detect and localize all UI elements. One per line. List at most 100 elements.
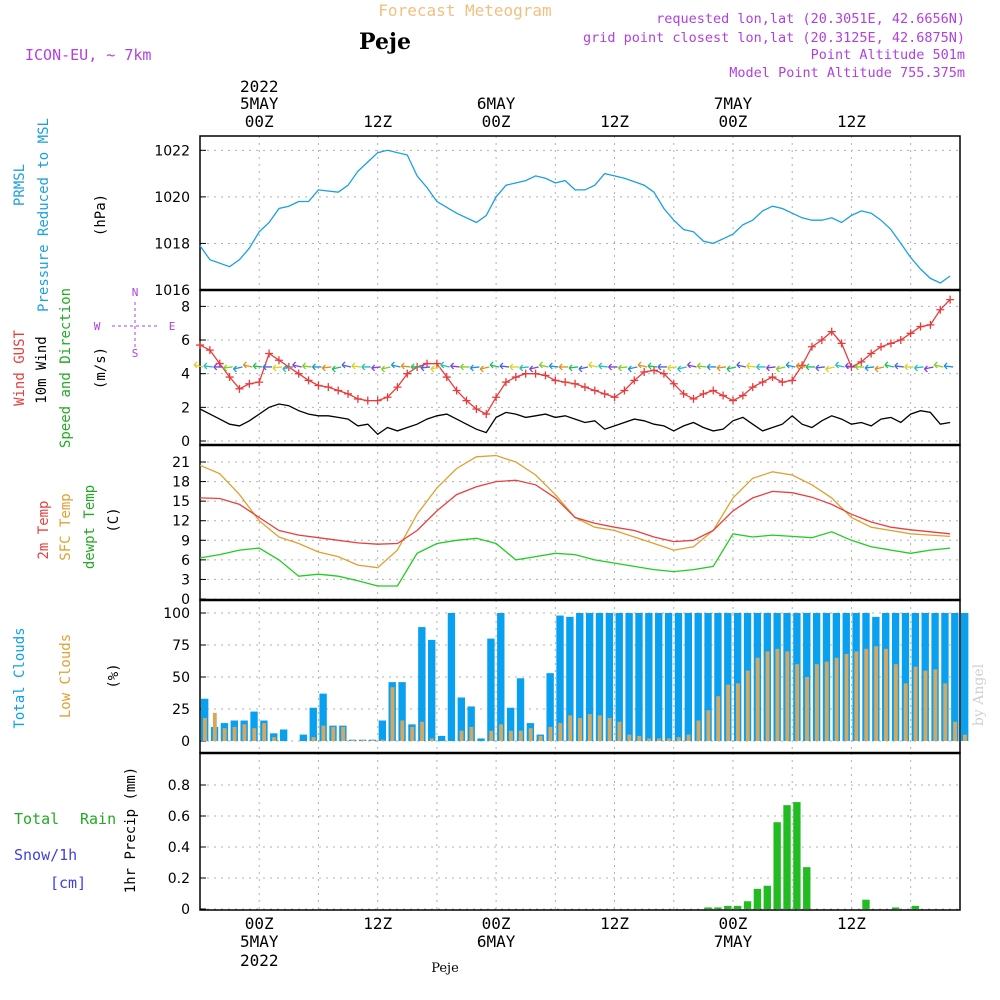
- gust-marker: [245, 379, 254, 388]
- rain-bar: [724, 905, 732, 909]
- wind-arrow: [282, 365, 292, 373]
- wind-arrow: [519, 364, 529, 372]
- top-day-label: 5MAY: [240, 94, 279, 113]
- low-cloud-bar: [755, 657, 760, 741]
- gust-marker: [541, 371, 550, 380]
- low-cloud-bar: [499, 724, 503, 741]
- total-cloud-bar: [615, 613, 623, 741]
- wind-arrow: [726, 365, 737, 373]
- requested-coords: requested lon,lat (20.3051E, 42.6656N): [656, 11, 965, 27]
- low-cloud-bar: [775, 648, 780, 741]
- rain-bar: [714, 907, 722, 909]
- top-time-label: 00Z: [719, 112, 748, 131]
- gust-marker: [580, 383, 589, 392]
- y-tick-label: 18: [172, 475, 190, 491]
- panel-frame: [199, 135, 961, 291]
- gust-marker: [699, 389, 708, 398]
- low-cloud-bar: [795, 664, 800, 741]
- total-cloud-bar: [556, 615, 564, 741]
- wind-arrow: [548, 362, 559, 370]
- compass-w: W: [94, 320, 101, 333]
- total-cloud-bar: [585, 613, 594, 741]
- rain-bar: [743, 901, 752, 909]
- y-tick-label: 9: [181, 533, 190, 549]
- wind-arrow: [430, 365, 441, 373]
- gust-marker: [403, 369, 412, 378]
- low-cloud-bar: [341, 726, 346, 741]
- low-cloud-bar: [666, 738, 671, 741]
- gust-marker: [314, 381, 323, 390]
- wind-arrow: [578, 365, 589, 373]
- y-tick-label: 50: [172, 670, 190, 686]
- total-cloud-bar: [605, 613, 614, 741]
- rain-bar: [753, 888, 762, 909]
- point-altitude: Point Altitude 501m: [811, 47, 965, 63]
- wind-arrow: [766, 364, 776, 372]
- low-cloud-bar: [864, 648, 869, 741]
- wind-arrow: [331, 365, 342, 373]
- y-tick-label: 8: [181, 299, 190, 315]
- pressure-label-2: Pressure Reduced to MSL: [36, 118, 52, 312]
- total-cloud-bar: [250, 711, 258, 741]
- low-cloud-bar: [508, 730, 513, 741]
- gust-marker: [709, 386, 718, 395]
- gust-marker: [679, 389, 688, 398]
- bottom-time-label: 00Z: [245, 914, 274, 933]
- panel-pressure: [199, 135, 961, 291]
- low-cloud-bar: [854, 651, 859, 741]
- y-tick-label: 0: [181, 434, 190, 450]
- wind-arrow: [390, 361, 401, 369]
- total-cloud-bar: [645, 613, 653, 741]
- top-day-label: 6MAY: [477, 94, 516, 113]
- compass-e: E: [169, 320, 176, 333]
- gust-marker: [383, 393, 392, 402]
- wind-arrow: [943, 362, 954, 370]
- low-cloud-bar: [370, 739, 375, 741]
- gust-marker: [640, 368, 649, 376]
- bottom-time-label: 00Z: [719, 914, 748, 933]
- total-cloud-bar: [299, 734, 308, 741]
- y-tick-label: 1022: [154, 143, 190, 159]
- low-cloud-bar: [380, 739, 385, 741]
- gust-marker: [353, 394, 362, 403]
- credit-watermark: by Angel: [971, 663, 987, 726]
- total-cloud-bar: [625, 613, 633, 741]
- total-cloud-bar: [566, 616, 574, 741]
- gust-marker: [501, 378, 510, 387]
- y-tick-label: 0.8: [168, 778, 190, 794]
- gust-marker: [886, 339, 895, 348]
- low-cloud-bar: [647, 738, 652, 741]
- low-cloud-bar: [834, 657, 839, 741]
- low-cloud-bar: [657, 738, 661, 741]
- low-cloud-bar: [203, 717, 207, 741]
- gust-marker: [304, 376, 313, 385]
- gust-marker: [778, 378, 787, 387]
- gust-marker: [482, 410, 491, 419]
- wind-arrow: [410, 363, 421, 371]
- top-time-label: 00Z: [245, 112, 274, 131]
- gust-marker: [659, 369, 668, 378]
- low-cloud-bar: [696, 720, 701, 741]
- precip-rain-label: Rain: [80, 810, 116, 828]
- bottom-time-label: 12Z: [837, 914, 866, 933]
- gust-marker: [798, 361, 807, 370]
- rain-bar: [862, 899, 870, 909]
- wind-arrow: [904, 363, 914, 371]
- low-cloud-bar: [607, 717, 612, 741]
- low-cloud-bar: [765, 651, 770, 741]
- total-cloud-bar: [497, 613, 505, 741]
- wind-arrow: [400, 362, 411, 370]
- station-name: Peje: [359, 29, 411, 55]
- wind-arrow: [420, 364, 431, 372]
- total-cloud-bar: [279, 729, 288, 741]
- low-cloud-bar: [706, 710, 711, 741]
- low-cloud-bar: [923, 670, 928, 741]
- total-cloud-bar: [714, 613, 722, 741]
- gust-marker: [837, 339, 846, 348]
- bottom-time-label: 00Z: [482, 914, 511, 933]
- bottom-day-label: 6MAY: [477, 932, 516, 951]
- wind-arrow: [647, 362, 658, 370]
- wind-arrow: [854, 363, 865, 371]
- total-cloud-bar: [961, 613, 969, 741]
- wind-arrow: [193, 361, 204, 369]
